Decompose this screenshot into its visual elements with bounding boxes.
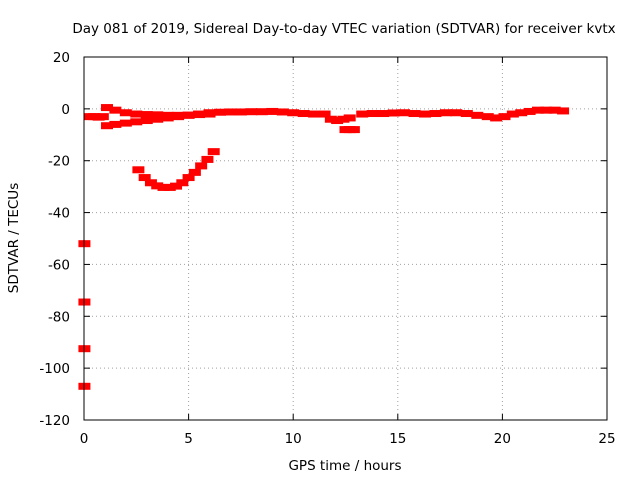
data-point (119, 119, 132, 127)
data-point (439, 109, 452, 117)
y-tick-label: -120 (39, 413, 70, 429)
x-tick-label: 25 (598, 431, 615, 447)
data-point (557, 107, 570, 115)
data-point (195, 162, 208, 170)
y-tick-label: 0 (61, 102, 70, 118)
data-point (531, 106, 544, 114)
data-point (234, 108, 247, 116)
y-axis-label: SDTVAR / TECUs (6, 183, 22, 293)
y-tick-label: -80 (48, 309, 70, 325)
data-point (138, 174, 151, 182)
data-point (347, 126, 360, 134)
data-point (245, 108, 258, 116)
x-tick-label: 0 (80, 431, 89, 447)
y-tick-label: -100 (39, 361, 70, 377)
data-point (151, 182, 164, 190)
data-point (193, 110, 206, 118)
data-point (109, 106, 122, 114)
data-points (78, 104, 570, 390)
data-point (203, 109, 216, 117)
data-point (515, 109, 528, 117)
y-tick-label: 20 (53, 50, 70, 66)
plot-frame (83, 56, 608, 421)
data-point (176, 179, 189, 187)
x-tick-label: 5 (184, 431, 193, 447)
data-point (182, 111, 195, 119)
data-point (151, 111, 164, 119)
data-point (331, 117, 344, 125)
data-point (119, 109, 132, 117)
data-point (188, 168, 201, 176)
data-point (132, 166, 145, 174)
data-point (101, 122, 114, 130)
x-tick-label: 15 (389, 431, 406, 447)
data-point (408, 110, 421, 118)
data-point (207, 148, 220, 156)
data-point (101, 104, 114, 112)
x-tick-label: 10 (285, 431, 302, 447)
y-tick-label: -60 (48, 257, 70, 273)
x-tick-label: 20 (494, 431, 511, 447)
data-point (140, 117, 153, 125)
data-point (287, 109, 300, 117)
data-point (170, 182, 183, 190)
data-point (366, 110, 379, 118)
axis-ticks: 0 5 10 15 20 25 -120 -100 -80 -60 -40 -20 0 20 (39, 50, 615, 447)
data-point (157, 183, 170, 191)
x-axis-label: GPS time / hours (288, 458, 401, 474)
data-point (471, 111, 484, 119)
data-point (377, 110, 390, 118)
data-point (140, 111, 153, 119)
data-point (151, 115, 164, 123)
data-point (266, 107, 279, 115)
data-point (343, 114, 356, 122)
data-point (356, 110, 369, 118)
data-point (498, 113, 511, 121)
y-tick-label: -40 (48, 206, 70, 222)
data-point (324, 115, 337, 123)
data-point (213, 108, 226, 116)
data-point (418, 110, 431, 118)
data-point (172, 113, 185, 121)
data-point (506, 110, 519, 118)
data-point (144, 179, 157, 187)
data-point (297, 110, 310, 118)
data-point (161, 114, 174, 122)
data-point (308, 110, 321, 118)
chart-title: Day 081 of 2019, Sidereal Day-to-day VTE… (72, 21, 615, 37)
data-point (460, 110, 473, 118)
data-point (523, 107, 536, 115)
data-point (255, 108, 268, 116)
data-point (182, 174, 195, 182)
data-point (201, 155, 214, 163)
y-tick-label: -20 (48, 154, 70, 170)
data-point (387, 109, 400, 117)
data-point (163, 183, 176, 191)
data-point (318, 110, 331, 118)
data-point (429, 110, 442, 118)
data-point (540, 106, 553, 114)
data-point (276, 108, 289, 116)
data-point (398, 109, 411, 117)
data-point (96, 113, 109, 121)
data-point (337, 115, 350, 123)
data-point (130, 118, 143, 126)
data-point (450, 109, 463, 117)
data-point (224, 108, 237, 116)
data-point (130, 110, 143, 118)
data-point (490, 114, 503, 122)
data-point (481, 113, 494, 121)
data-point (548, 106, 561, 114)
data-point (109, 120, 122, 128)
